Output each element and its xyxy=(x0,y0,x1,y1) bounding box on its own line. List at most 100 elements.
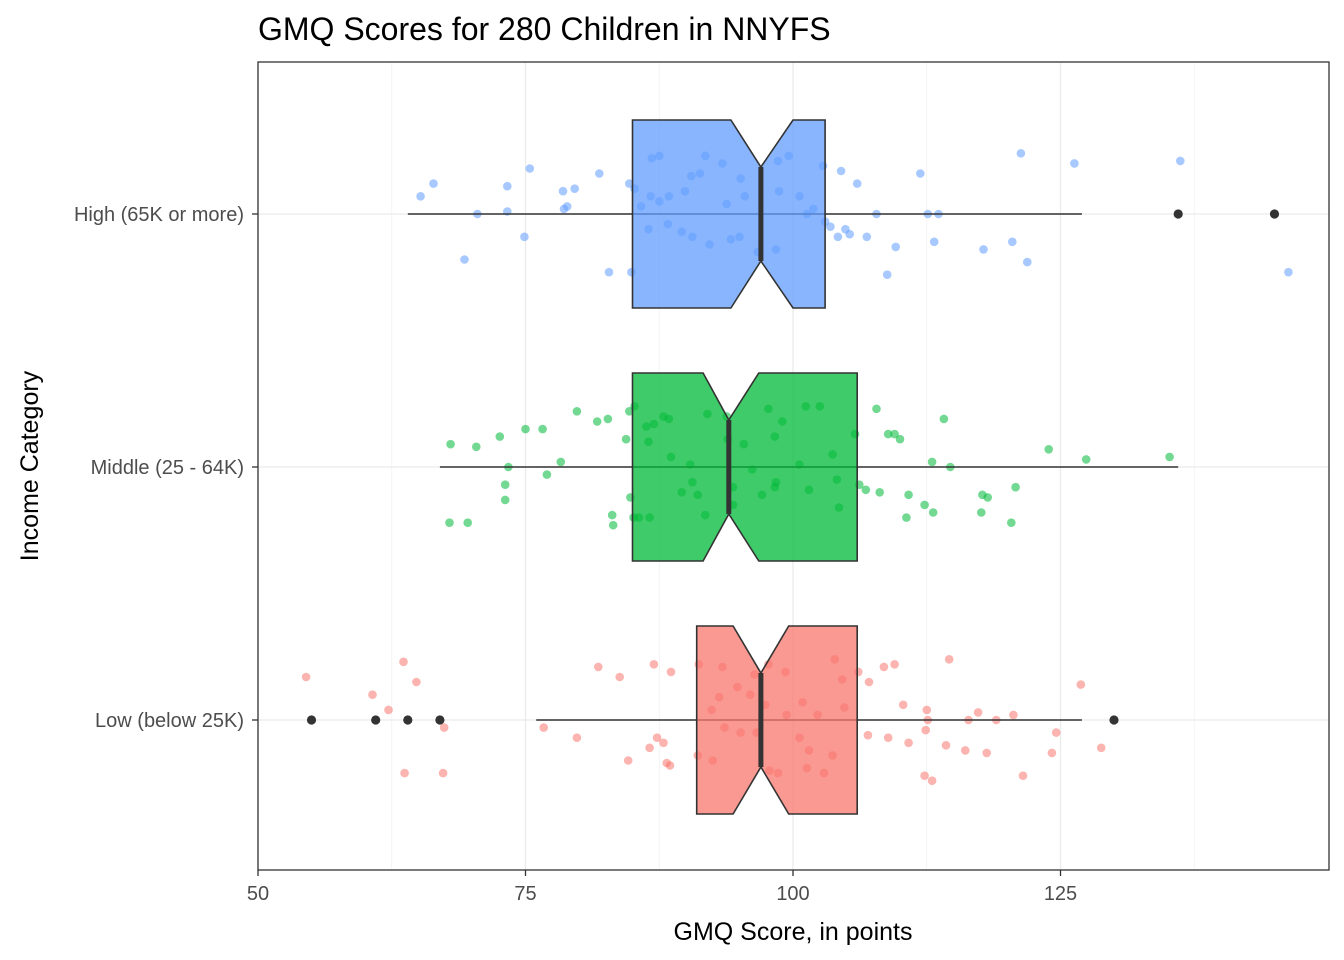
data-point xyxy=(922,705,932,715)
data-point xyxy=(572,733,582,742)
data-point xyxy=(862,232,872,242)
data-point xyxy=(439,723,449,732)
data-point xyxy=(623,756,633,765)
data-point xyxy=(883,733,893,742)
data-point xyxy=(429,179,438,188)
data-point xyxy=(572,407,582,416)
data-point xyxy=(982,748,991,758)
data-point xyxy=(521,424,530,434)
data-point xyxy=(625,179,634,188)
data-point xyxy=(939,414,949,424)
data-point xyxy=(595,169,604,178)
data-point xyxy=(863,730,873,740)
data-point xyxy=(1009,710,1018,720)
outlier-point xyxy=(1269,209,1280,219)
axes: 50 75 100 125 High (65K or more) Middle (25 -… xyxy=(74,204,1077,905)
data-point xyxy=(438,768,448,778)
data-point xyxy=(904,490,913,500)
outlier-point xyxy=(435,715,445,725)
data-point xyxy=(500,480,510,490)
data-point xyxy=(1016,149,1026,158)
data-point xyxy=(399,657,408,667)
data-point xyxy=(384,705,393,715)
data-point xyxy=(875,488,884,497)
x-tick-label: 125 xyxy=(1044,883,1077,905)
data-point xyxy=(1165,452,1174,462)
data-point xyxy=(895,434,905,444)
data-point xyxy=(412,677,421,687)
data-point xyxy=(570,184,579,193)
data-point xyxy=(1044,445,1053,454)
data-point xyxy=(929,237,939,247)
data-point xyxy=(659,738,668,748)
data-point xyxy=(472,442,481,452)
data-point xyxy=(944,655,954,664)
data-point xyxy=(538,424,547,434)
data-point xyxy=(400,768,409,778)
data-point xyxy=(977,508,986,517)
data-point xyxy=(879,662,889,672)
data-point xyxy=(861,485,871,495)
y-tick-label: High (65K or more) xyxy=(74,204,244,226)
data-point xyxy=(927,457,937,467)
data-point xyxy=(607,510,617,520)
data-point xyxy=(645,743,654,753)
data-point xyxy=(864,677,874,687)
data-point xyxy=(463,518,473,527)
data-point xyxy=(558,186,568,196)
x-axis-title: GMQ Score, in points xyxy=(674,918,913,946)
data-point xyxy=(890,429,899,439)
data-point xyxy=(891,242,900,252)
outlier-point xyxy=(371,715,381,725)
data-point xyxy=(446,439,455,449)
data-point xyxy=(941,741,951,750)
y-tick-label: Middle (25 - 64K) xyxy=(91,457,244,479)
data-point xyxy=(902,513,911,522)
y-axis-title: Income Category xyxy=(16,370,44,561)
data-point xyxy=(904,738,913,748)
data-point xyxy=(542,470,552,479)
data-point xyxy=(826,222,835,231)
outlier-point xyxy=(306,715,317,725)
data-point xyxy=(928,508,938,517)
data-point xyxy=(1018,771,1028,780)
outlier-point xyxy=(403,715,413,725)
data-point xyxy=(460,255,469,264)
data-point xyxy=(883,429,893,439)
data-point xyxy=(1176,156,1185,166)
data-point xyxy=(495,432,505,441)
x-tick-label: 75 xyxy=(514,883,536,905)
chart-title: GMQ Scores for 280 Children in NNYFS xyxy=(258,11,831,47)
data-point xyxy=(1023,257,1032,267)
data-point xyxy=(961,746,970,755)
data-point xyxy=(592,417,602,426)
data-point xyxy=(368,690,377,699)
data-point xyxy=(898,700,908,710)
data-point xyxy=(520,232,529,242)
data-point xyxy=(625,407,634,416)
data-point xyxy=(920,500,929,510)
data-point xyxy=(604,267,614,277)
data-point xyxy=(882,270,892,280)
y-tick-label: Low (below 25K) xyxy=(95,710,244,732)
data-point xyxy=(525,164,535,173)
data-point xyxy=(649,660,659,669)
data-point xyxy=(562,202,572,211)
box-middle xyxy=(631,372,859,562)
data-point xyxy=(608,520,618,530)
data-point xyxy=(1076,680,1086,689)
data-point xyxy=(500,495,510,505)
data-point xyxy=(603,414,613,424)
data-point xyxy=(416,192,425,201)
data-point xyxy=(615,672,624,682)
x-tick-label: 100 xyxy=(776,883,809,905)
data-point xyxy=(916,169,925,178)
outlier-point xyxy=(1173,209,1183,219)
data-point xyxy=(1284,267,1293,277)
x-tick-label: 50 xyxy=(247,883,269,905)
data-point xyxy=(1070,159,1079,168)
data-point xyxy=(301,672,311,682)
data-point xyxy=(1051,728,1061,737)
data-point xyxy=(852,179,862,188)
